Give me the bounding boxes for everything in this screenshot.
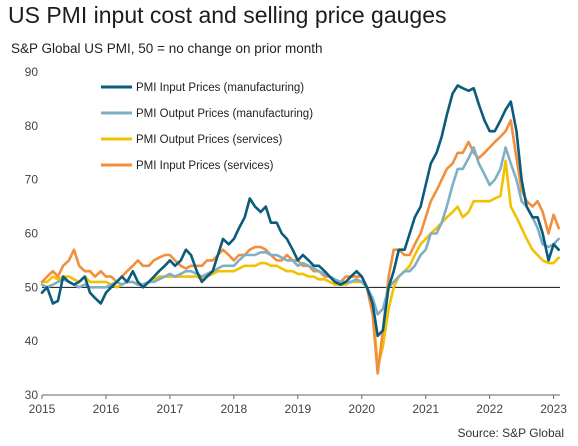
legend-label: PMI Input Prices (manufacturing)	[136, 82, 304, 94]
series-line-4	[40, 119, 560, 375]
x-tick-label: 2016	[93, 402, 120, 416]
y-tick-label: 80	[25, 119, 39, 133]
y-tick-label: 70	[25, 173, 39, 187]
x-tick-label: 2022	[476, 402, 503, 416]
y-tick-label: 40	[25, 334, 39, 348]
chart-title: US PMI input cost and selling price gaug…	[8, 2, 447, 28]
y-tick-label: 60	[25, 227, 39, 241]
chart-subtitle: S&P Global US PMI, 50 = no change on pri…	[11, 41, 323, 56]
x-tick-label: 2020	[348, 402, 375, 416]
x-tick-label: 2018	[221, 402, 248, 416]
source-note: Source: S&P Global	[457, 426, 564, 440]
series-line-2	[40, 146, 560, 316]
legend-label: PMI Output Prices (manufacturing)	[136, 108, 313, 120]
x-tick-label: 2019	[284, 402, 311, 416]
x-tick-label: 2017	[157, 402, 184, 416]
y-tick-label: 90	[25, 65, 39, 79]
legend-label: PMI Input Prices (services)	[136, 160, 274, 172]
chart-series	[40, 84, 560, 375]
x-tick-label: 2021	[412, 402, 439, 416]
y-tick-label: 30	[25, 388, 39, 402]
x-tick-label: 2015	[29, 402, 56, 416]
chart-legend: PMI Input Prices (manufacturing) PMI Outp…	[101, 82, 313, 172]
chart-axes: 30 40 50 60 70 80 90 2015 2016 2017 2018 2019 2020 20…	[25, 65, 568, 416]
series-line-1	[40, 84, 560, 338]
legend-label: PMI Output Prices (services)	[136, 134, 283, 146]
x-tick-label: 2023	[540, 402, 567, 416]
y-tick-label: 50	[25, 280, 39, 294]
